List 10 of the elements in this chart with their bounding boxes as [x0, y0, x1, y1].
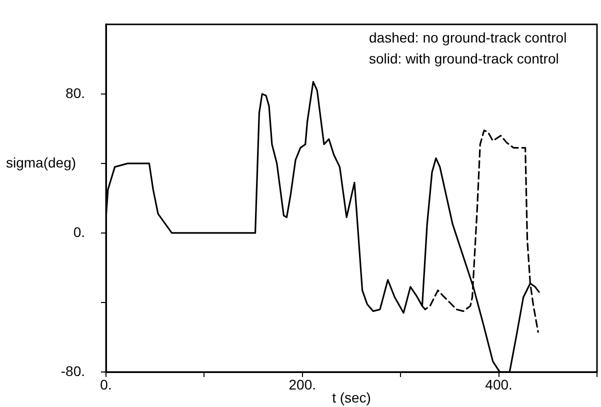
y-tick-label: 0. [73, 224, 85, 240]
x-tick-label: 400. [485, 376, 512, 392]
x-tick-label: 0. [100, 376, 112, 392]
x-axis-title: t (sec) [332, 389, 371, 406]
annotation: solid: with ground-track control [369, 50, 559, 66]
y-tick-label: 80. [66, 84, 85, 101]
annotation: dashed: no ground-track control [369, 29, 567, 46]
x-tick-label: 200. [288, 376, 316, 392]
y-tick-label: -80. [60, 362, 85, 379]
y-axis-title: sigma(deg) [6, 154, 76, 170]
